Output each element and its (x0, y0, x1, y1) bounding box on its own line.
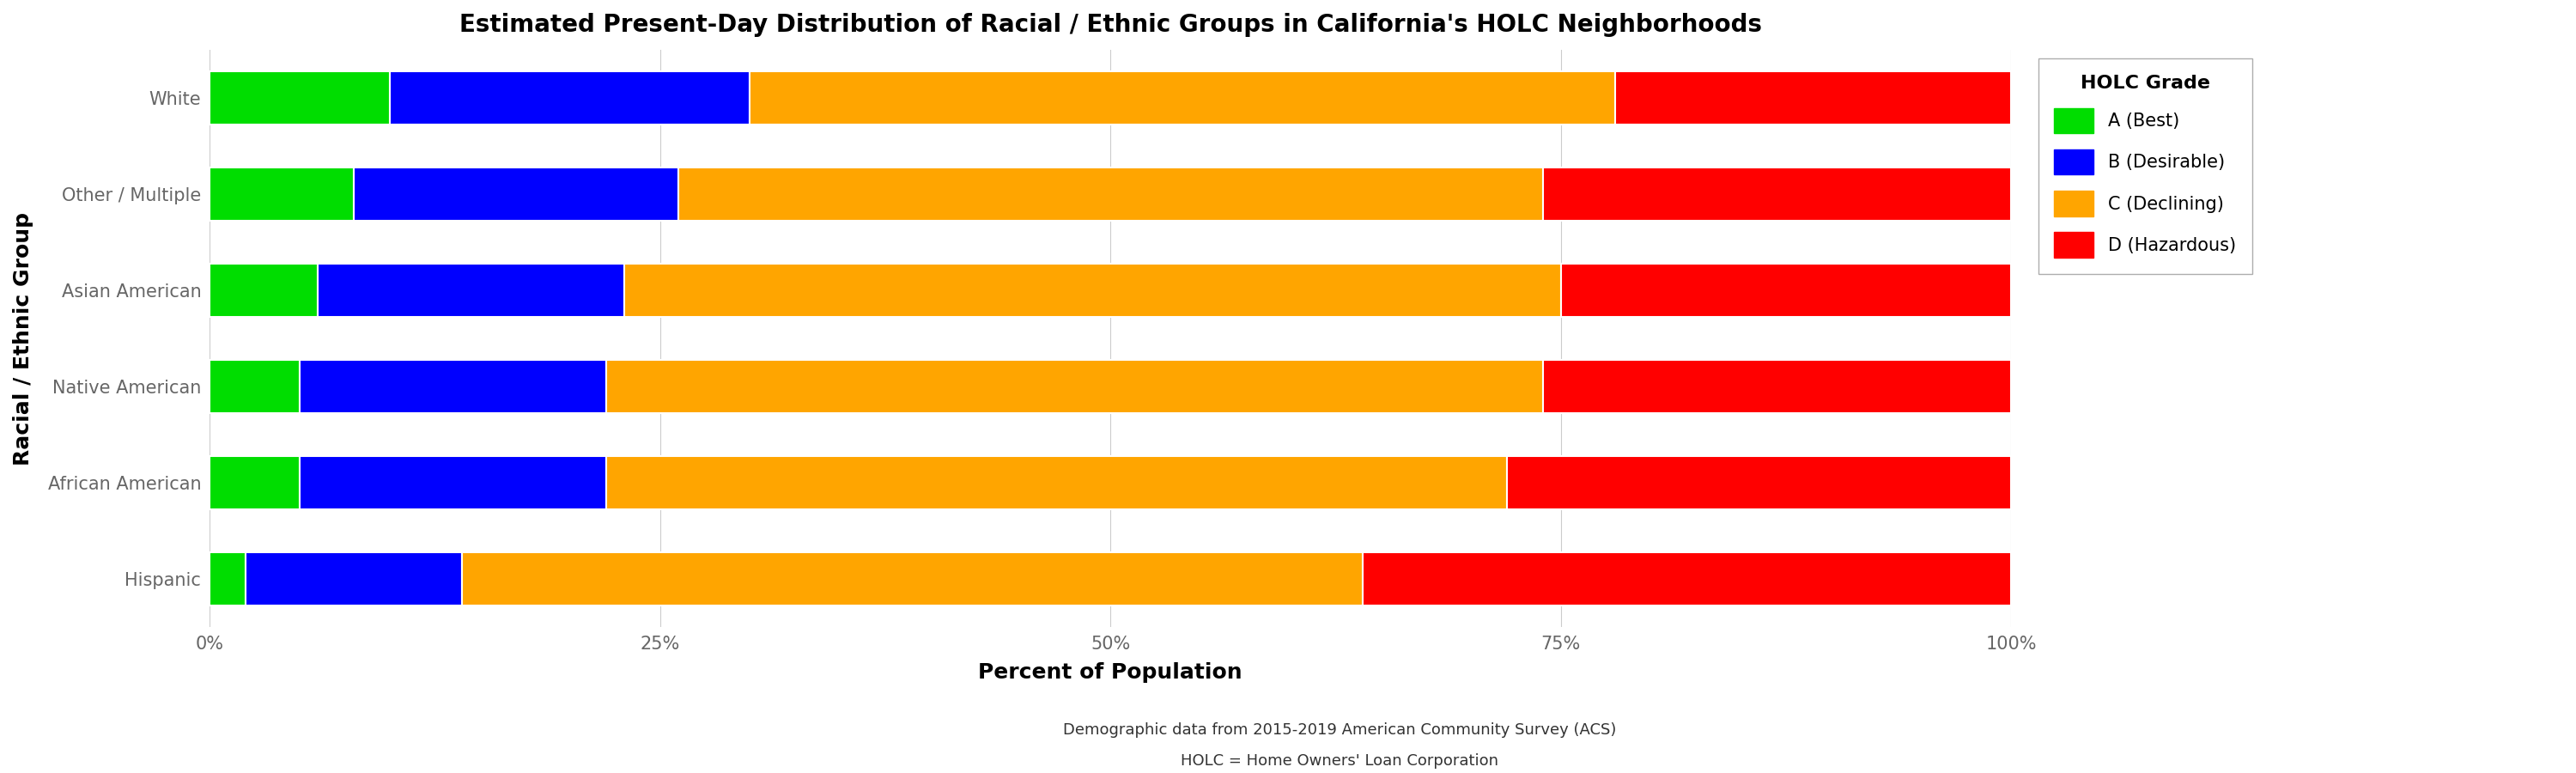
Bar (209, 360, 299, 413)
Bar (1507, 456, 2012, 509)
Bar (605, 360, 1543, 413)
Bar (353, 168, 677, 220)
Bar (209, 71, 389, 124)
Bar (1561, 264, 2012, 317)
Bar (1615, 71, 2012, 124)
Bar (389, 71, 750, 124)
Text: HOLC = Home Owners' Loan Corporation: HOLC = Home Owners' Loan Corporation (1180, 753, 1499, 768)
Bar (299, 456, 605, 509)
Bar (209, 168, 353, 220)
Bar (1543, 360, 2012, 413)
X-axis label: Percent of Population: Percent of Population (979, 662, 1242, 683)
Bar (209, 553, 245, 605)
Bar (461, 553, 1363, 605)
Legend: A (Best), B (Desirable), C (Declining), D (Hazardous): A (Best), B (Desirable), C (Declining), … (2038, 59, 2251, 274)
Y-axis label: Racial / Ethnic Group: Racial / Ethnic Group (13, 212, 33, 465)
Bar (1363, 553, 2012, 605)
Text: Demographic data from 2015-2019 American Community Survey (ACS): Demographic data from 2015-2019 American… (1064, 722, 1615, 737)
Title: Estimated Present-Day Distribution of Racial / Ethnic Groups in California's HOL: Estimated Present-Day Distribution of Ra… (459, 13, 1762, 37)
Bar (623, 264, 1561, 317)
Bar (605, 456, 1507, 509)
Bar (209, 264, 317, 317)
Bar (750, 71, 1615, 124)
Bar (317, 264, 623, 317)
Bar (677, 168, 1543, 220)
Bar (1543, 168, 2012, 220)
Bar (299, 360, 605, 413)
Bar (245, 553, 461, 605)
Bar (209, 456, 299, 509)
